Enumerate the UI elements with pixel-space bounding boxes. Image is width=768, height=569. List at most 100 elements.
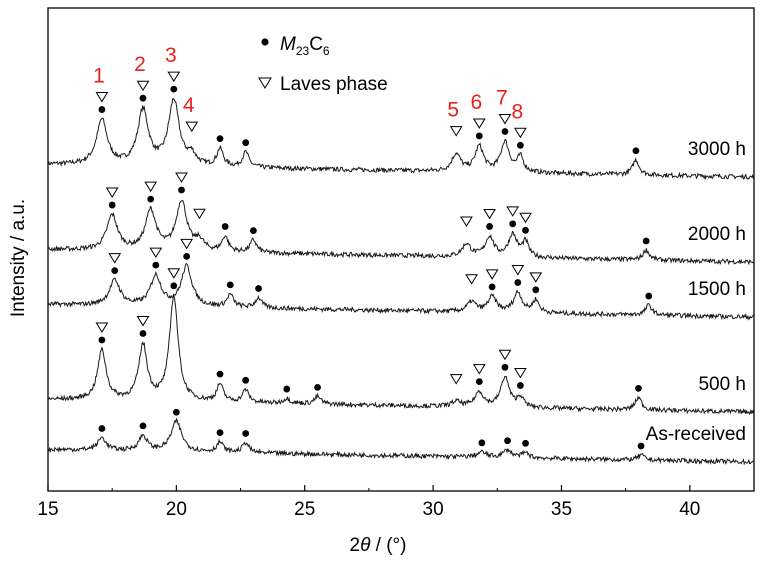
x-tick-label: 35 [551, 499, 572, 520]
laves-triangle-marker [149, 247, 163, 259]
m23c6-dot-marker [637, 442, 645, 450]
m23c6-dot-marker [216, 135, 224, 143]
laves-triangle-marker [144, 181, 158, 193]
m23c6-dot-marker [172, 408, 180, 416]
series-line-4 [48, 417, 754, 466]
series-line-3 [47, 293, 754, 416]
peak-number-label: 5 [447, 99, 459, 122]
m23c6-dot-marker [178, 186, 185, 194]
plot-frame [47, 7, 755, 492]
series-label: As-received [646, 424, 746, 445]
series-line-2 [47, 263, 754, 321]
m23c6-dot-marker [516, 141, 524, 149]
m23c6-dot-marker [514, 279, 522, 286]
m23c6-dot-marker [283, 385, 291, 393]
x-tick-label: 25 [294, 499, 315, 520]
m23c6-dot-marker [504, 437, 511, 445]
laves-triangle-marker [175, 172, 188, 183]
x-axis-title-theta: θ [360, 535, 371, 556]
m23c6-dot-marker [147, 195, 155, 203]
m23c6-dot-marker [139, 94, 147, 102]
m23c6-dot-marker [242, 376, 250, 384]
laves-triangle-marker [472, 364, 486, 375]
x-axis-title-suffix: / (°) [370, 535, 406, 556]
m23c6-dot-marker [216, 429, 224, 436]
laves-triangle-marker [95, 322, 109, 333]
laves-triangle-marker [136, 80, 150, 92]
m23c6-dot-marker [242, 139, 250, 147]
m23c6-dot-marker [226, 281, 234, 289]
m23c6-dot-marker [152, 261, 160, 269]
x-tick-label: 40 [679, 499, 700, 520]
series-lines [47, 98, 754, 466]
laves-triangle-marker [167, 268, 181, 279]
laves-triangle-marker [513, 368, 527, 379]
series-label: 3000 h [688, 139, 746, 160]
x-tick-label: 20 [166, 499, 187, 520]
peak-number-label: 6 [470, 91, 482, 114]
m23c6-dot-marker [642, 237, 650, 245]
m23c6-dot-marker [221, 223, 229, 230]
m23c6-dot-marker [183, 252, 191, 260]
x-axis-title-prefix: 2 [350, 535, 361, 556]
peak-numbers: 1 2 34 5 6 78 [93, 44, 523, 123]
legend-sub-6: 6 [323, 44, 330, 58]
m23c6-dot-marker [170, 85, 178, 93]
peak-number-label: 3 [165, 44, 177, 67]
m23c6-dot-marker [249, 227, 257, 235]
legend: M23C6 Laves phase [258, 34, 388, 95]
x-tick-label: 30 [423, 499, 444, 520]
laves-triangle-marker [485, 269, 499, 280]
laves-triangle-marker [185, 121, 199, 133]
m23c6-dot-marker [645, 292, 653, 300]
m23c6-dot-marker [522, 226, 529, 234]
laves-triangle-marker [449, 374, 463, 385]
m23c6-dot-marker [139, 330, 147, 337]
laves-triangle-marker [506, 206, 520, 217]
m23c6-dot-marker [111, 267, 119, 275]
legend-c: C [309, 34, 323, 55]
m23c6-dot-marker [486, 223, 493, 230]
m23c6-dot-marker [108, 201, 116, 209]
m23c6-dot-marker [632, 147, 640, 155]
laves-triangle-marker [513, 127, 527, 139]
m23c6-dot-marker [139, 422, 147, 430]
peak-number-label: 1 [93, 65, 105, 88]
series-line-0 [47, 98, 754, 180]
m23c6-dot-marker [98, 336, 106, 344]
m23c6-dot-marker [170, 282, 178, 290]
y-axis-title: Intensity / a.u. [8, 199, 29, 317]
legend-label-m23c6: M23C6 [280, 34, 330, 58]
laves-triangle-marker [498, 113, 512, 125]
m23c6-dot-marker [98, 106, 106, 113]
laves-triangle-marker [472, 118, 486, 129]
m23c6-dot-marker [478, 439, 486, 447]
legend-label-laves: Laves phase [280, 74, 388, 95]
m23c6-dot-marker [475, 378, 483, 385]
m23c6-dot-marker [314, 383, 321, 391]
x-tick-label: 15 [37, 499, 58, 520]
laves-triangle-marker [167, 71, 181, 83]
laves-triangle-marker [498, 349, 512, 361]
legend-dot-marker [261, 38, 269, 46]
m23c6-dot-marker [532, 286, 540, 294]
peak-number-label: 8 [512, 100, 524, 123]
m23c6-dot-marker [98, 425, 106, 432]
laves-triangle-marker [460, 216, 473, 228]
legend-triangle-marker [258, 77, 272, 89]
series-labels: 3000 h 2000 h 1500 h 500 h As-received [646, 139, 746, 445]
peak-number-label: 2 [134, 53, 146, 76]
laves-triangle-marker [108, 253, 122, 264]
peak-number-label: 4 [183, 94, 195, 117]
laves-triangle-marker [519, 212, 532, 224]
x-axis-title: 2θ / (°) [350, 535, 407, 556]
peak-number-label: 7 [496, 86, 508, 109]
m23c6-dot-marker [635, 384, 642, 392]
laves-triangle-marker [483, 208, 496, 220]
m23c6-dot-marker [516, 382, 524, 389]
laves-triangle-marker [95, 92, 109, 103]
series-label: 1500 h [688, 279, 746, 300]
laves-triangle-marker [449, 126, 463, 137]
m23c6-dot-marker [242, 430, 250, 437]
